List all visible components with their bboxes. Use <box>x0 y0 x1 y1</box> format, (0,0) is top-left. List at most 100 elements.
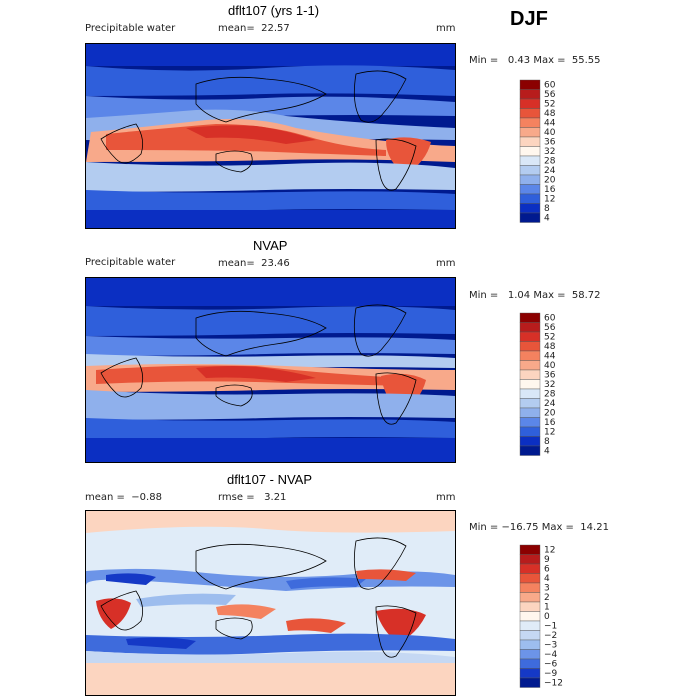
panel2-colorbar: 60 56 52 48 44 40 36 32 28 24 20 16 12 8 4 <box>519 312 560 463</box>
colorbar-label: 12 <box>544 428 555 438</box>
colorbar-swatch <box>519 98 541 109</box>
colorbar-swatch <box>519 146 541 157</box>
panel1-unit: mm <box>436 23 456 34</box>
colorbar-swatch <box>519 573 541 584</box>
colorbar-label: 52 <box>544 100 555 110</box>
colorbar-label: 4 <box>544 214 550 224</box>
colorbar-label: 36 <box>544 138 556 148</box>
colorbar-label: 9 <box>544 555 550 565</box>
colorbar-label: −4 <box>544 650 558 660</box>
panel1-map <box>85 43 456 229</box>
colorbar-label: 48 <box>544 109 556 119</box>
panel3-mean-value: −0.88 <box>131 492 162 503</box>
panel2-mean-label: mean= 23.46 <box>218 258 290 269</box>
panel1-minmax: Min = 0.43 Max = 55.55 <box>469 55 601 66</box>
colorbar-swatch <box>519 554 541 565</box>
colorbar-swatch <box>519 611 541 622</box>
panel3-rmse-value: 3.21 <box>264 492 287 503</box>
colorbar-label: 28 <box>544 157 556 167</box>
colorbar-label: 0 <box>544 612 550 622</box>
colorbar-label: 44 <box>544 352 556 362</box>
colorbar-label: −9 <box>544 669 558 679</box>
panel3-mean-label: mean = −0.88 <box>85 492 162 503</box>
colorbar-swatch <box>519 601 541 612</box>
colorbar-swatch <box>519 193 541 204</box>
colorbar-label: 20 <box>544 409 556 419</box>
colorbar-swatch <box>519 312 541 323</box>
colorbar-swatch <box>519 108 541 119</box>
panel1-variable-label: Precipitable water <box>85 23 176 34</box>
panel3-minmax: Min = −16.75 Max = 14.21 <box>469 522 609 533</box>
colorbar-swatch <box>519 592 541 603</box>
colorbar-label: −3 <box>544 641 557 651</box>
colorbar-swatch <box>519 426 541 437</box>
colorbar-swatch <box>519 331 541 342</box>
colorbar-label: −12 <box>544 679 563 689</box>
colorbar-swatch <box>519 165 541 176</box>
colorbar-swatch <box>519 369 541 380</box>
colorbar-swatch <box>519 350 541 361</box>
panel3-rmse-label: rmse = 3.21 <box>218 492 287 503</box>
colorbar-swatch <box>519 89 541 100</box>
colorbar-swatch <box>519 322 541 333</box>
colorbar-label: 16 <box>544 185 556 195</box>
colorbar-label: 40 <box>544 128 556 138</box>
colorbar-swatch <box>519 649 541 660</box>
colorbar-label: 44 <box>544 119 556 129</box>
colorbar-label: 3 <box>544 584 550 594</box>
colorbar-label: 24 <box>544 399 556 409</box>
colorbar-label: 56 <box>544 323 556 333</box>
panel3-map <box>85 510 456 696</box>
panel3-title: dflt107 - NVAP <box>227 472 313 487</box>
colorbar-swatch <box>519 639 541 650</box>
colorbar-label: 56 <box>544 90 556 100</box>
colorbar-label: 28 <box>544 390 556 400</box>
colorbar-label: 1 <box>544 603 550 613</box>
colorbar-label: 48 <box>544 342 556 352</box>
colorbar-label: −1 <box>544 622 557 632</box>
colorbar-swatch <box>519 620 541 631</box>
panel2-minmax: Min = 1.04 Max = 58.72 <box>469 290 601 301</box>
colorbar-swatch <box>519 417 541 428</box>
panel1-mean-value: 22.57 <box>261 23 290 34</box>
panel2-variable-label: Precipitable water <box>85 257 176 268</box>
panel2-map <box>85 277 456 463</box>
colorbar-swatch <box>519 203 541 214</box>
panel2-mean-value: 23.46 <box>261 258 290 269</box>
colorbar-swatch <box>519 436 541 447</box>
colorbar-swatch <box>519 544 541 555</box>
colorbar-swatch <box>519 677 541 688</box>
colorbar-label: 12 <box>544 195 555 205</box>
colorbar-swatch <box>519 184 541 195</box>
colorbar-label: −6 <box>544 660 558 670</box>
colorbar-label: 52 <box>544 333 555 343</box>
colorbar-swatch <box>519 398 541 409</box>
colorbar-swatch <box>519 668 541 679</box>
colorbar-label: 8 <box>544 204 550 214</box>
colorbar-label: −2 <box>544 631 557 641</box>
colorbar-label: 4 <box>544 447 550 457</box>
colorbar-swatch <box>519 155 541 166</box>
colorbar-label: 8 <box>544 437 550 447</box>
colorbar-swatch <box>519 212 541 223</box>
colorbar-label: 2 <box>544 593 550 603</box>
colorbar-label: 40 <box>544 361 556 371</box>
colorbar-swatch <box>519 379 541 390</box>
panel1-title: dflt107 (yrs 1-1) <box>228 3 320 18</box>
colorbar-swatch <box>519 582 541 593</box>
colorbar-label: 32 <box>544 380 555 390</box>
panel2-title: NVAP <box>253 238 288 253</box>
colorbar-swatch <box>519 127 541 138</box>
colorbar-label: 6 <box>544 565 550 575</box>
colorbar-label: 24 <box>544 166 556 176</box>
colorbar-label: 36 <box>544 371 556 381</box>
colorbar-swatch <box>519 136 541 147</box>
season-label: DJF <box>510 8 548 30</box>
colorbar-swatch <box>519 407 541 418</box>
colorbar-label: 16 <box>544 418 556 428</box>
colorbar-label: 20 <box>544 176 556 186</box>
colorbar-label: 60 <box>544 314 556 324</box>
colorbar-swatch <box>519 658 541 669</box>
colorbar-label: 60 <box>544 81 556 91</box>
panel1-mean-label: mean= 22.57 <box>218 23 290 34</box>
